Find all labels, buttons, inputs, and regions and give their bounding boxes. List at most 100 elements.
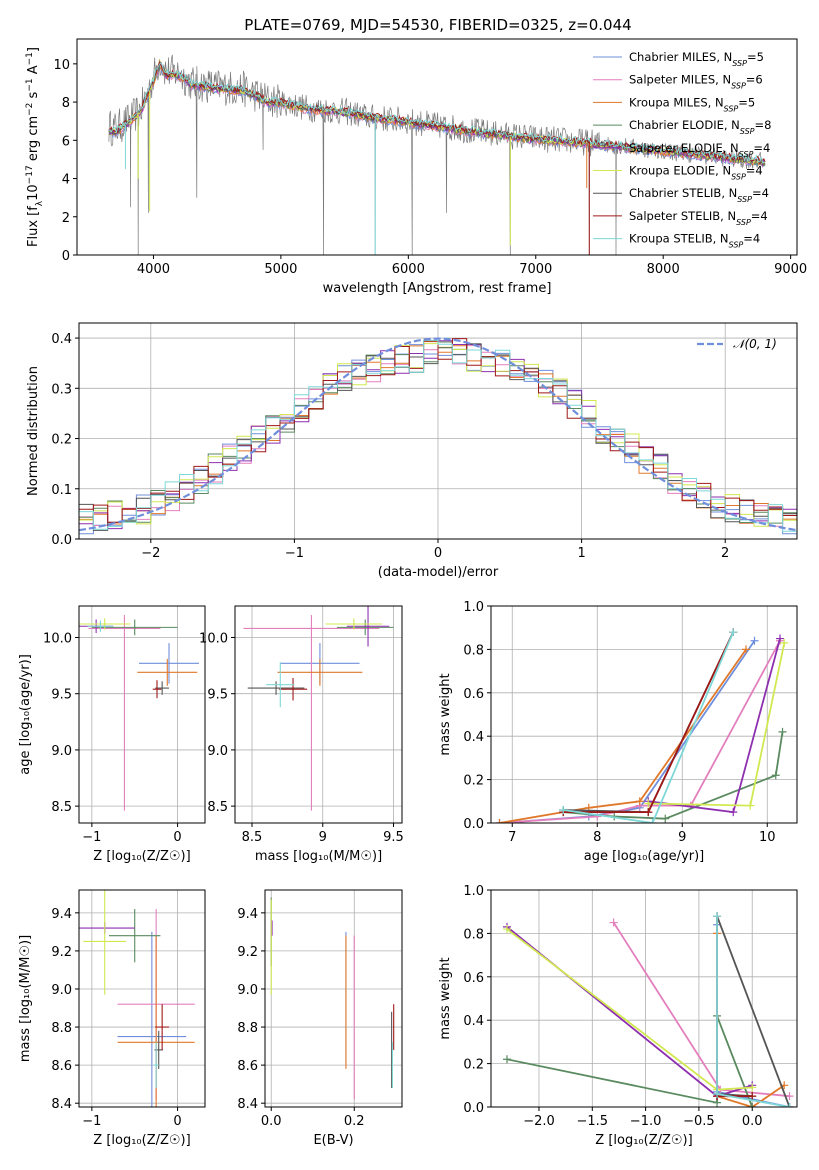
axes-frame <box>76 38 798 256</box>
x-axis-label: wavelength [Angstrom, rest frame] <box>323 281 552 296</box>
x-tick-label: −2 <box>141 546 160 561</box>
y-tick-label: 10.0 <box>43 631 72 646</box>
y-tick-label: 9.5 <box>51 688 72 703</box>
x-tick-label: −1.0 <box>630 1114 662 1129</box>
y-tick-label: 8.6 <box>51 1059 72 1074</box>
model-line-kroupa-stelib <box>108 62 766 164</box>
x-tick-label: 7 <box>508 830 516 845</box>
y-tick-label: 0.2 <box>463 1058 484 1073</box>
weight-marker <box>713 1089 722 1098</box>
panel-weight_vs_Z: −2.0 −1.5 −1.0 −0.5 0.0 0.0 0.2 0.4 0.6 0.8 1.0 Z [… <box>438 884 798 1148</box>
y-tick-label: 8.5 <box>207 800 228 815</box>
x-tick-label: −1.5 <box>577 1114 609 1129</box>
x-tick-label: 0.0 <box>261 1114 282 1129</box>
errorbar-kroupa-elodie <box>83 890 127 995</box>
errorbar-salpeter-miles <box>88 614 161 811</box>
axes-frame <box>490 605 798 824</box>
panel-mass_vs_Z: −1 0 8.4 8.6 8.8 9.0 9.2 9.4 Z [log₁₀(Z/Z☉)] mass… <box>18 889 206 1148</box>
x-tick-label: 6000 <box>392 262 425 277</box>
weight-line <box>506 926 753 1098</box>
plot-area-weight_vs_Z <box>502 912 794 1107</box>
y-tick-label: 1.0 <box>463 884 484 899</box>
y-tick-label: 2 <box>62 211 70 226</box>
y-tick-label: 0.0 <box>463 817 484 832</box>
weight-marker <box>748 1092 757 1101</box>
normal-curve <box>79 337 797 532</box>
plot-area-mass_vs_Z <box>79 890 195 1107</box>
y-tick-label: 9.2 <box>51 945 72 960</box>
weight-marker <box>780 638 789 647</box>
x-tick-label: 9 <box>319 830 327 845</box>
errorbar-chabrier-elodie <box>336 619 394 636</box>
y-tick-label: 9.0 <box>237 983 258 998</box>
legend-label-salpeter-miles: Salpeter MILES, NSSP=6 <box>629 73 763 91</box>
legend-label-kroupa-stelib: Kroupa STELIB, NSSP=4 <box>629 232 760 250</box>
x-axis-label: E(B-V) <box>313 1133 353 1148</box>
y-tick-label: 6 <box>62 134 70 149</box>
figure-title: PLATE=0769, MJD=54530, FIBERID=0325, z=0… <box>244 16 631 34</box>
x-tick-label: 7000 <box>519 262 552 277</box>
y-tick-label: 8.5 <box>51 800 72 815</box>
y-tick-label: 8.4 <box>237 1097 258 1112</box>
y-tick-label: 8 <box>62 96 70 111</box>
x-axis-label: age [log₁₀(age/yr)] <box>584 849 705 864</box>
x-tick-label: 0.0 <box>742 1114 763 1129</box>
weight-marker <box>748 1083 757 1092</box>
x-tick-label: 9.5 <box>383 830 404 845</box>
y-tick-label: 0.0 <box>463 1101 484 1116</box>
weight-marker <box>648 819 657 823</box>
panel-weight_vs_age: 7 8 9 10 0.0 0.2 0.4 0.6 0.8 1.0 age [log₁₀(age/yr… <box>438 600 798 864</box>
legend-label-normal: 𝒩(0, 1) <box>733 337 777 351</box>
weight-line <box>716 916 753 1098</box>
y-tick-label: 4 <box>62 173 70 188</box>
weight-series-kroupa-stelib <box>713 912 794 1107</box>
legend-label-kroupa-miles: Kroupa MILES, NSSP=5 <box>629 95 755 113</box>
weight-series-kroupa-elodie <box>644 638 789 810</box>
axes-frame <box>78 889 206 1108</box>
y-tick-label: 0.1 <box>51 483 72 498</box>
weight-marker <box>609 918 618 927</box>
y-tick-label: 10 <box>53 58 70 73</box>
x-tick-label: 0 <box>434 546 442 561</box>
legend-label-chabrier-stelib: Chabrier STELIB, NSSP=4 <box>629 186 769 204</box>
weight-marker <box>729 808 738 817</box>
errorbar-kroupa-miles <box>137 658 198 686</box>
weight-line <box>563 631 735 823</box>
errorbar-kroupa-elodie <box>79 618 131 630</box>
x-tick-label: −1 <box>82 830 101 845</box>
y-tick-label: 8.8 <box>237 1021 258 1036</box>
weight-marker <box>750 636 759 645</box>
errorbar-salpeter-elodie <box>346 606 390 647</box>
plot-area-mass_vs_EBV <box>270 897 395 1100</box>
y-axis-label: mass [log₁₀(M/M☉)] <box>18 935 33 1062</box>
x-tick-label: 1 <box>577 546 585 561</box>
y-tick-label: 1.0 <box>463 600 484 615</box>
y-tick-label: 0.8 <box>463 927 484 942</box>
errorbar-kroupa-miles <box>277 658 363 686</box>
weight-line <box>612 922 790 1098</box>
x-tick-label: 0 <box>173 830 181 845</box>
weight-marker <box>748 1103 757 1107</box>
x-tick-label: 9000 <box>774 262 807 277</box>
y-axis-label: age [log₁₀(age/yr)] <box>18 654 33 775</box>
y-axis-label: Normed distribution <box>26 366 41 496</box>
weight-marker <box>776 634 784 643</box>
model-line-salpeter-stelib <box>108 60 766 165</box>
x-tick-label: 5000 <box>264 262 297 277</box>
weight-marker <box>785 1092 794 1101</box>
panel-age_vs_Z: −1 0 8.5 9.0 9.5 10.0 Z [log₁₀(Z/Z☉)] age [log₁… <box>18 605 206 864</box>
errorbar-salpeter-stelib <box>278 677 308 701</box>
plot-area-weight_vs_age <box>495 628 789 823</box>
errorbar-salpeter-stelib <box>155 1004 169 1050</box>
plot-area-age_vs_mass <box>243 606 394 811</box>
weight-line <box>563 631 735 814</box>
weight-marker <box>644 799 653 808</box>
errorbar-salpeter-stelib <box>152 680 162 699</box>
weight-series-salpeter-miles <box>609 918 794 1101</box>
weight-marker <box>559 805 568 814</box>
y-tick-label: 0.6 <box>463 971 484 986</box>
axes-frame <box>264 889 403 1108</box>
weight-series-chabrier-miles <box>713 920 794 1107</box>
x-tick-label: 0 <box>173 1114 181 1129</box>
